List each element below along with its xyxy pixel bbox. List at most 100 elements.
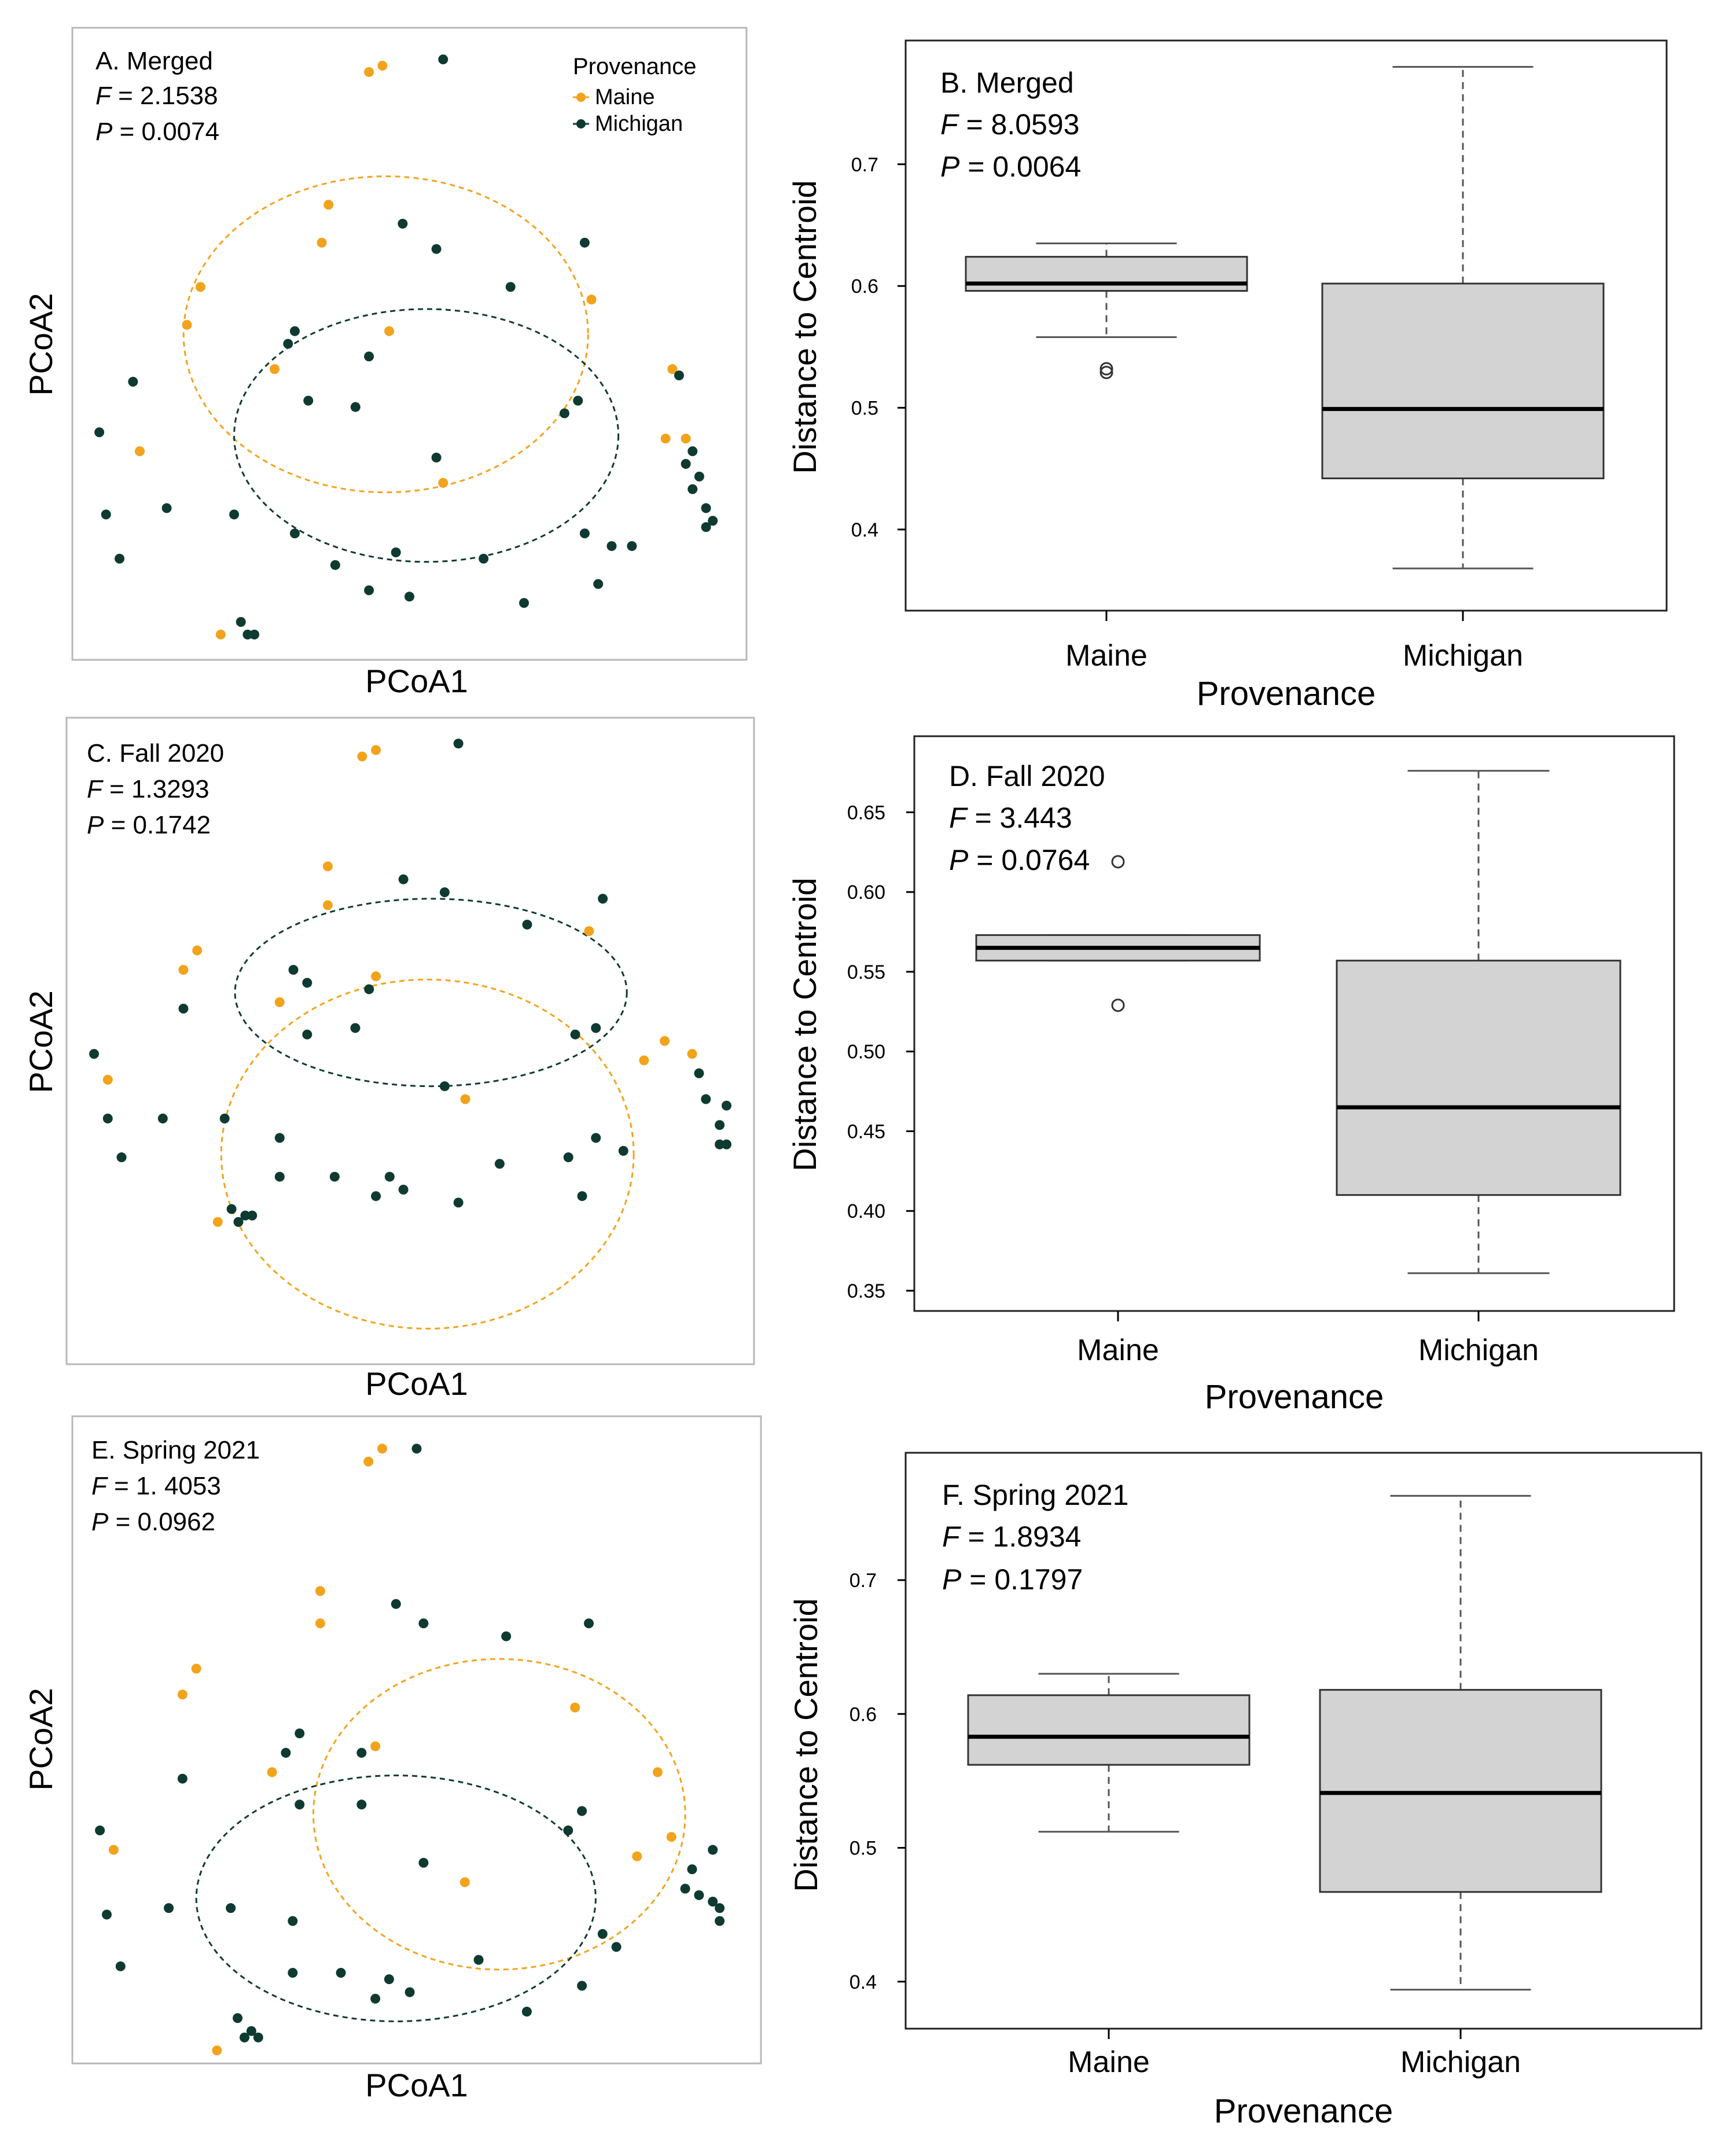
panel-a-point-michigan-22 xyxy=(479,553,489,564)
panel-b-f-stat: F = 8.0593 xyxy=(940,108,1079,141)
panel-c-point-maine-12 xyxy=(687,1049,697,1059)
panel-a-point-michigan-3 xyxy=(505,282,516,292)
panel-a-point-michigan-29 xyxy=(573,395,583,406)
panel-e-point-michigan-20 xyxy=(384,1974,394,1985)
panel-f-f-stat: F = 1.8934 xyxy=(942,1520,1081,1553)
panel-c-point-michigan-35 xyxy=(715,1139,725,1149)
panel-a-point-maine-4 xyxy=(195,282,205,292)
panel-e-point-maine-3 xyxy=(315,1618,325,1629)
panel-a-point-michigan-5 xyxy=(289,326,300,336)
panel-e-point-michigan-16 xyxy=(226,1903,236,1913)
panel-d-ytick-label-5: 0.60 xyxy=(847,882,885,903)
panel-a-point-maine-0 xyxy=(364,67,374,77)
panel-e-point-maine-0 xyxy=(363,1456,374,1467)
panel-d-ytick-label-2: 0.45 xyxy=(847,1121,885,1143)
panel-c-point-michigan-3 xyxy=(522,919,532,930)
panel-a-point-michigan-28 xyxy=(559,408,569,418)
panel-c-point-michigan-32 xyxy=(701,1094,711,1104)
panel-f-x-axis-label: Provenance xyxy=(1214,2092,1393,2130)
panel-e-point-maine-2 xyxy=(315,1586,325,1596)
panel-e-point-michigan-1 xyxy=(391,1599,401,1609)
panel-e-point-michigan-8 xyxy=(356,1799,367,1810)
panel-e-point-maine-7 xyxy=(370,1741,381,1751)
panel-c-point-michigan-37 xyxy=(226,1204,237,1214)
panel-d-ytick-label-4: 0.55 xyxy=(847,961,885,983)
panel-e-ellipse-michigan xyxy=(195,1774,597,2022)
panel-c-point-michigan-5 xyxy=(288,965,299,975)
panel-f-maine-box xyxy=(967,1694,1251,1766)
panel-c-point-maine-9 xyxy=(460,1094,470,1104)
panel-c-title: C. Fall 2020 xyxy=(87,739,224,767)
panel-e-point-michigan-28 xyxy=(563,1826,573,1836)
panel-a-point-michigan-11 xyxy=(431,453,442,463)
panel-a-point-michigan-13 xyxy=(101,509,111,520)
panel-f-michigan-category-label: Michigan xyxy=(1400,2045,1521,2079)
panel-a-title: A. Merged xyxy=(95,47,213,75)
panel-c-point-maine-11 xyxy=(660,1036,670,1046)
panel-c-point-michigan-7 xyxy=(364,984,374,994)
panel-e-f-stat: F = 1. 4053 xyxy=(91,1472,221,1500)
panel-a-p-stat: P = 0.0074 xyxy=(95,117,219,146)
panel-c-point-michigan-25 xyxy=(563,1152,573,1163)
panel-e-point-michigan-29 xyxy=(577,1806,587,1816)
panel-c-point-maine-6 xyxy=(274,997,285,1007)
panel-b-maine-box xyxy=(965,256,1248,292)
panel-e-point-michigan-27 xyxy=(611,1942,622,1952)
panel-e-point-michigan-17 xyxy=(288,1916,298,1926)
panel-b-y-axis-label: Distance to Centroid xyxy=(786,180,823,473)
panel-b-michigan-box xyxy=(1321,282,1605,479)
panel-e-y-axis-label: PCoA2 xyxy=(23,1688,59,1790)
panel-c-point-michigan-17 xyxy=(274,1133,285,1143)
panel-a-point-michigan-32 xyxy=(687,446,698,457)
panel-e-point-maine-11 xyxy=(653,1767,663,1777)
panel-a-point-michigan-30 xyxy=(674,370,684,381)
panel-c-x-axis-label: PCoA1 xyxy=(365,1365,468,1402)
panel-c-point-michigan-2 xyxy=(439,887,450,898)
panel-e-point-michigan-18 xyxy=(288,1967,298,1978)
panel-c-point-michigan-33 xyxy=(721,1100,731,1111)
panel-c-p-stat-value: = 0.1742 xyxy=(104,811,211,839)
panel-e-f-stat-letter: F xyxy=(91,1472,108,1500)
panel-e-point-michigan-26 xyxy=(597,1929,608,1939)
panel-d-p-stat-letter: P xyxy=(949,844,969,876)
panel-e-p-stat: P = 0.0962 xyxy=(91,1508,215,1536)
panel-e-point-michigan-14 xyxy=(115,1961,126,1971)
panel-a-p-stat-value: = 0.0074 xyxy=(112,117,219,146)
panel-d-p-stat-value: = 0.0764 xyxy=(968,844,1090,876)
panel-d-maine-category-label: Maine xyxy=(1077,1334,1159,1367)
panel-e-point-maine-1 xyxy=(377,1444,387,1454)
panel-e-point-michigan-31 xyxy=(680,1883,690,1894)
panel-b-ytick-label-0: 0.4 xyxy=(851,519,878,541)
panel-c-point-michigan-31 xyxy=(694,1068,704,1078)
panel-a-point-maine-3 xyxy=(317,237,327,248)
panel-c-f-stat-value: = 1.3293 xyxy=(102,775,209,803)
panel-e-point-michigan-25 xyxy=(577,1981,587,1991)
panel-c-p-stat-letter: P xyxy=(87,811,104,839)
panel-f-title: F. Spring 2021 xyxy=(942,1479,1128,1511)
panel-e-point-michigan-23 xyxy=(473,1955,484,1965)
panel-e-point-michigan-11 xyxy=(418,1857,429,1868)
panel-c-f-stat-letter: F xyxy=(87,775,104,803)
panel-b-f-stat-letter: F xyxy=(940,108,959,141)
panel-c-point-michigan-6 xyxy=(302,978,312,988)
panel-e-point-maine-4 xyxy=(191,1663,201,1674)
panel-e-ellipse-maine xyxy=(312,1658,686,1971)
legend-marker-maine xyxy=(576,93,586,102)
panel-e-point-michigan-10 xyxy=(177,1773,187,1784)
panel-c-point-maine-5 xyxy=(178,965,189,975)
panel-c-point-maine-4 xyxy=(192,945,203,956)
panel-e-p-stat-letter: P xyxy=(91,1508,109,1536)
panel-a-point-maine-7 xyxy=(270,364,280,374)
panel-e-point-michigan-21 xyxy=(370,1993,381,2004)
panel-a-point-maine-10 xyxy=(586,295,597,305)
panel-b-p-stat: P = 0.0064 xyxy=(940,150,1081,183)
panel-e-point-michigan-5 xyxy=(295,1728,305,1739)
panel-e-point-maine-9 xyxy=(459,1877,470,1887)
panel-d-ytick-label-0: 0.35 xyxy=(847,1280,885,1302)
panel-a-y-axis-label: PCoA2 xyxy=(23,293,59,395)
panel-a-f-stat: F = 2.1538 xyxy=(95,82,218,110)
panel-d-f-stat-value: = 3.443 xyxy=(967,802,1072,834)
panel-a-point-michigan-9 xyxy=(303,395,314,406)
panel-a-point-michigan-35 xyxy=(701,503,711,513)
